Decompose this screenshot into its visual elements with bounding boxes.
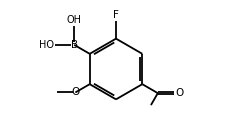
Text: O: O — [174, 88, 182, 98]
Text: O: O — [71, 87, 79, 97]
Text: B: B — [70, 40, 77, 50]
Text: F: F — [112, 10, 119, 20]
Text: HO: HO — [39, 40, 54, 50]
Text: OH: OH — [66, 15, 81, 25]
